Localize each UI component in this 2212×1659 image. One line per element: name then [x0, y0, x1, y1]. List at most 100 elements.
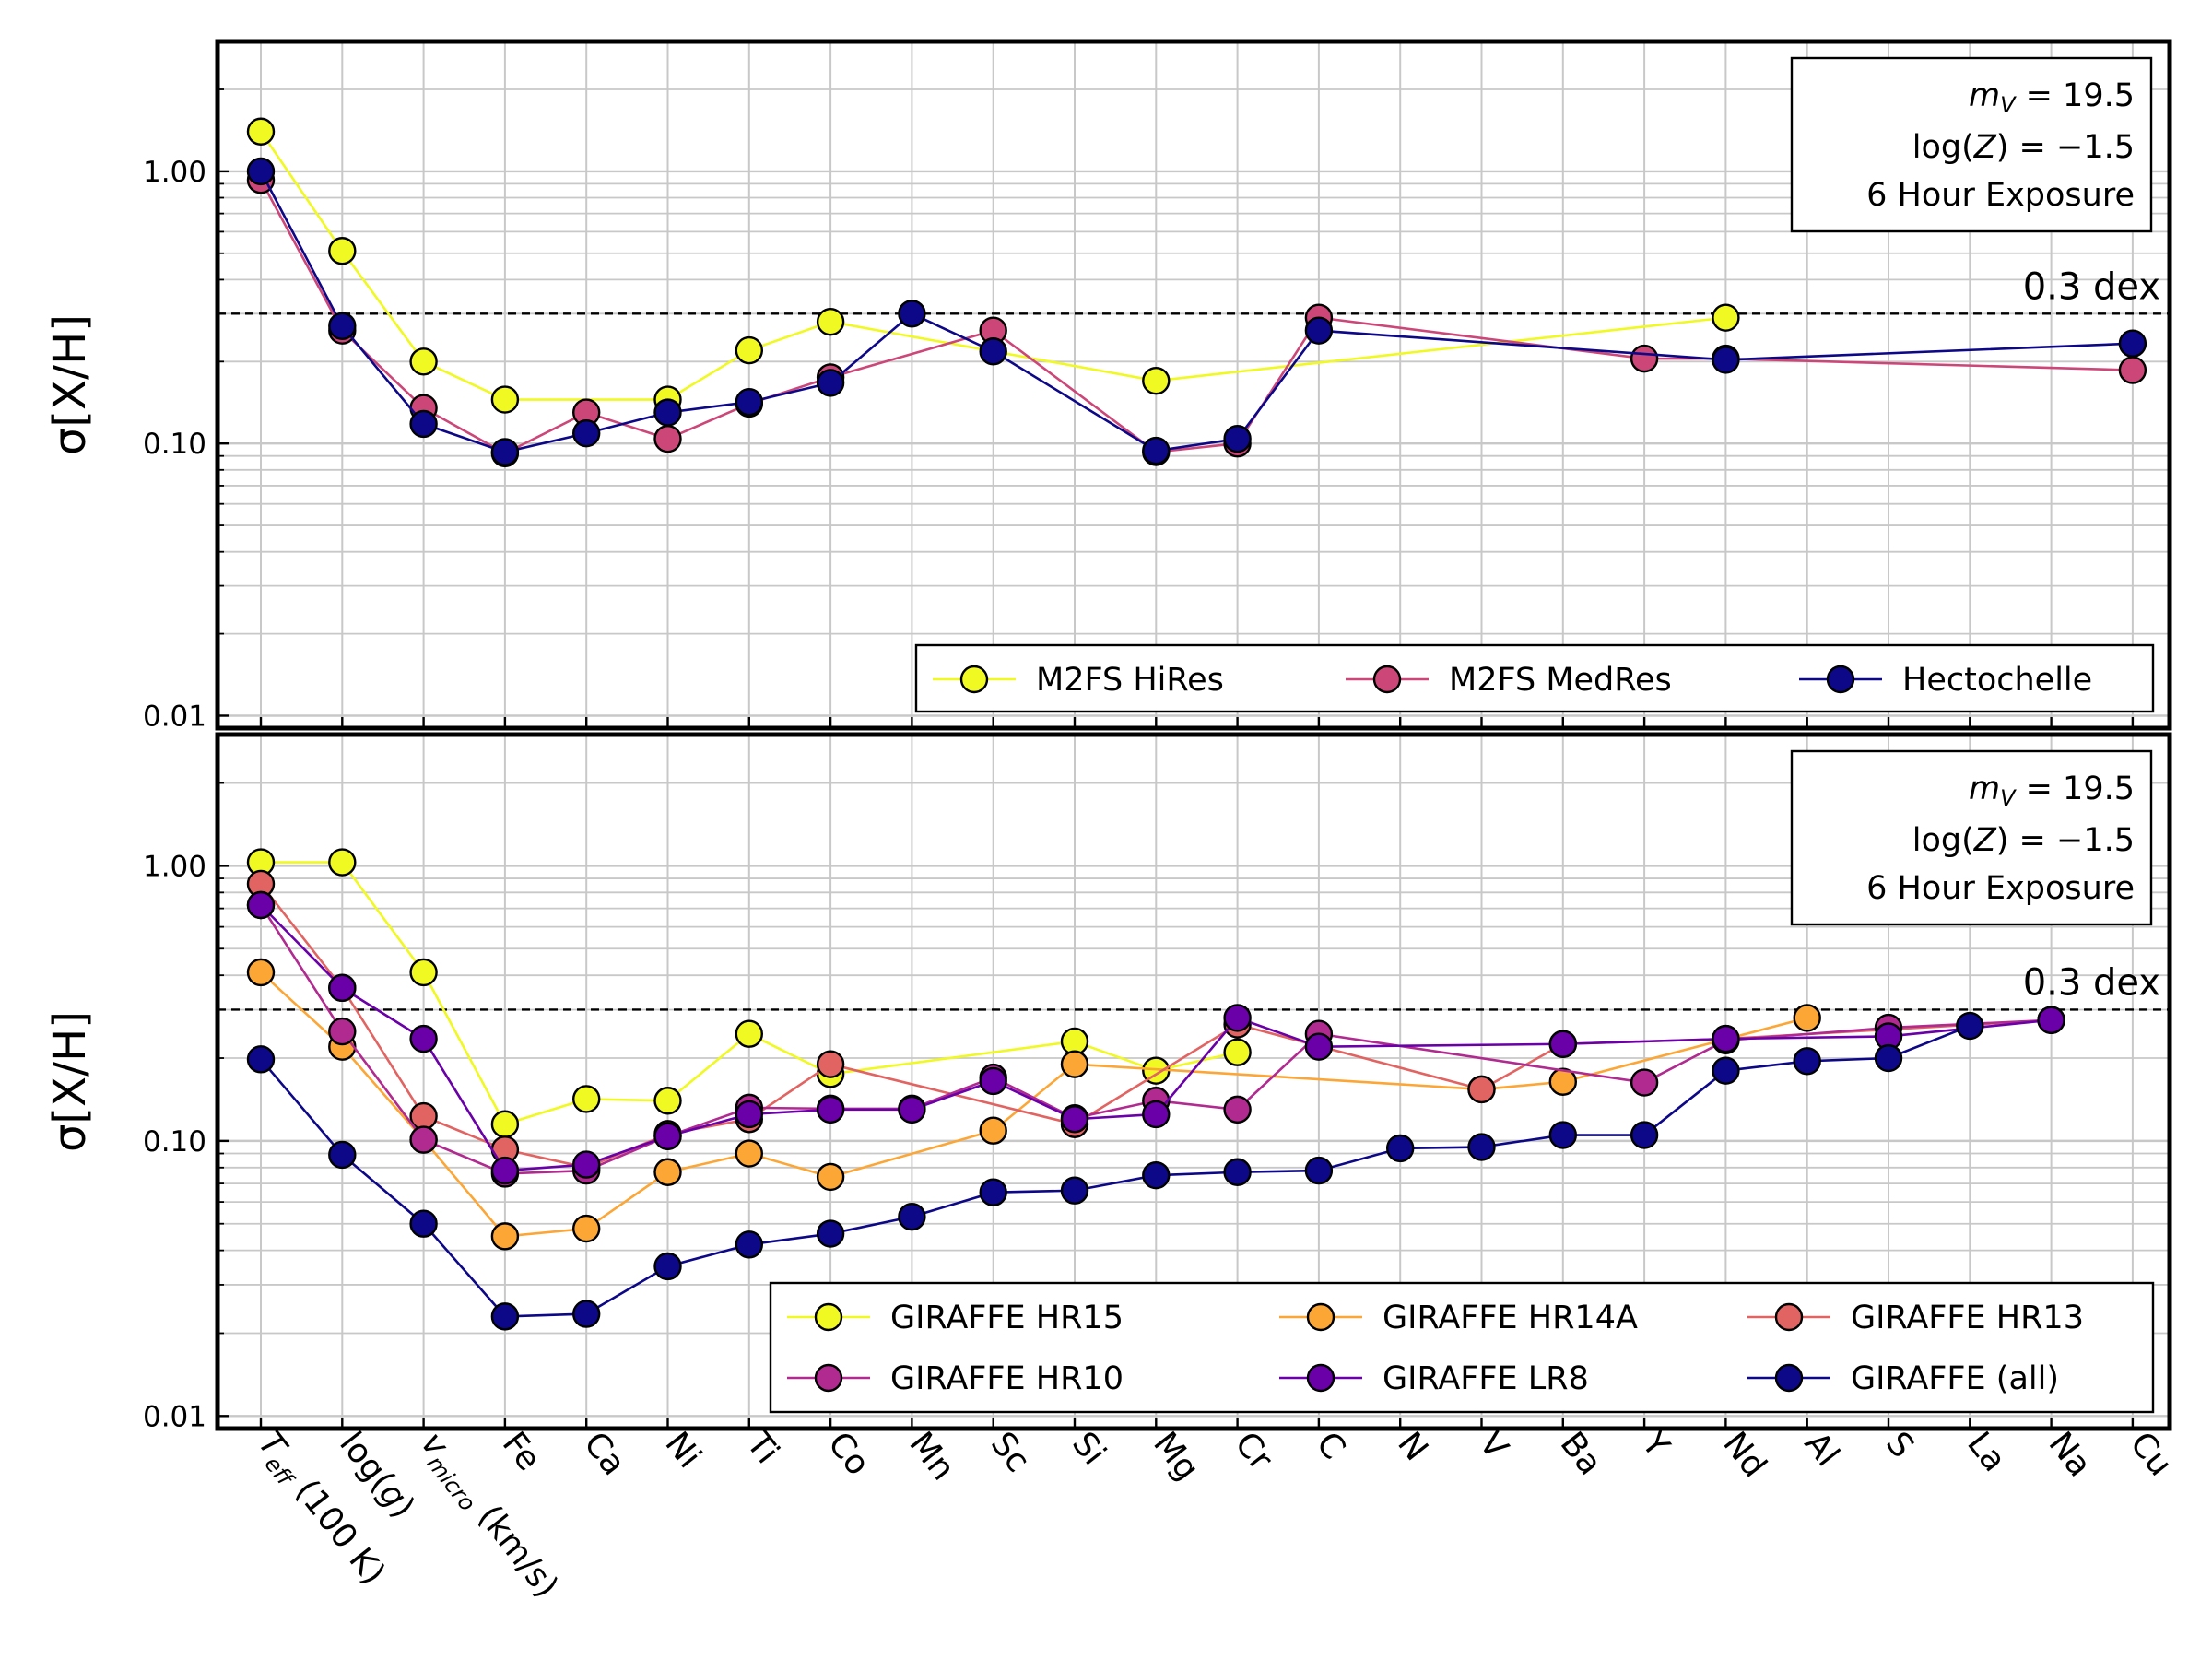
- x-tick-label: S: [1878, 1425, 1921, 1465]
- y-axis-label: σ[X/H]: [44, 314, 96, 455]
- data-point: [409, 1024, 438, 1053]
- legend-label: Hectochelle: [1902, 662, 2092, 699]
- data-point: [409, 1101, 438, 1131]
- data-point: [816, 1162, 845, 1192]
- data-point: [409, 347, 438, 376]
- x-axis-labels: Teff (100 K)log(g)vmicro (km/s)Fe Ca Ni Ti C…: [251, 1425, 2180, 1606]
- info-magnitude: mV = 19.5: [1969, 77, 2135, 118]
- x-tick-label: Mn: [901, 1425, 961, 1488]
- data-point: [816, 1219, 845, 1248]
- x-tick-label: Na: [2041, 1425, 2099, 1484]
- legend-label: GIRAFFE HR10: [890, 1360, 1124, 1397]
- data-point: [1060, 1105, 1089, 1134]
- legend-item: GIRAFFE HR10: [787, 1360, 1124, 1397]
- data-point: [246, 157, 276, 186]
- data-point: [490, 1110, 520, 1138]
- data-point: [816, 1050, 845, 1078]
- legend-swatch-marker: [1306, 1302, 1335, 1332]
- legend-swatch-marker: [814, 1302, 843, 1332]
- x-tick-label: N: [1390, 1425, 1435, 1467]
- legend-item: M2FS HiRes: [933, 662, 1224, 699]
- data-point: [246, 117, 276, 146]
- data-point: [898, 1202, 926, 1231]
- data-point: [653, 1252, 682, 1281]
- data-point: [1060, 1050, 1089, 1078]
- lower-panel: 0.01 0.10 1.00 σ[X/H] 0.3 dex mV = 19.5 log(Z)…: [44, 732, 2172, 1433]
- data-point: [735, 335, 763, 365]
- info-magnitude: mV = 19.5: [1969, 771, 2135, 811]
- data-point: [1712, 303, 1740, 332]
- data-point: [328, 848, 357, 877]
- data-point: [246, 958, 276, 987]
- data-point: [490, 1222, 520, 1251]
- data-point: [1142, 436, 1171, 465]
- legend-label: M2FS HiRes: [1036, 662, 1224, 699]
- data-point: [1630, 1121, 1659, 1149]
- legend-item: GIRAFFE (all): [1747, 1360, 2059, 1397]
- data-point: [572, 1085, 601, 1113]
- legend-label: GIRAFFE LR8: [1382, 1360, 1589, 1397]
- series-giraffe-lr8: [246, 890, 2065, 1185]
- legend-label: GIRAFFE (all): [1851, 1360, 2059, 1397]
- data-point: [1385, 1134, 1415, 1163]
- x-tick-label: Cr: [1228, 1425, 1280, 1477]
- legend: M2FS HiRes M2FS MedRes Hectochelle: [914, 643, 2155, 713]
- data-point: [735, 1019, 763, 1048]
- data-point: [328, 973, 357, 1003]
- data-point: [1060, 1176, 1089, 1205]
- legend-label: GIRAFFE HR15: [890, 1300, 1124, 1336]
- data-point: [2118, 329, 2147, 358]
- legend-item: GIRAFFE HR15: [787, 1300, 1124, 1336]
- legend-item: Hectochelle: [1799, 662, 2092, 699]
- data-point: [816, 307, 845, 336]
- series-line: [260, 904, 2052, 1172]
- legend-label: M2FS MedRes: [1449, 662, 1672, 699]
- x-tick-label: Nd: [1715, 1425, 1773, 1484]
- data-point: [1548, 1030, 1578, 1058]
- x-tick-label: Cu: [2123, 1425, 2180, 1483]
- data-point: [735, 1230, 763, 1259]
- x-tick-label: Fe: [495, 1425, 547, 1477]
- data-point: [490, 385, 520, 414]
- x-tick-label: La: [1959, 1425, 2013, 1478]
- data-point: [1223, 1038, 1252, 1066]
- data-point: [572, 1214, 601, 1243]
- data-point: [979, 1066, 1007, 1096]
- series-giraffe-all-: [246, 1011, 1984, 1331]
- data-point: [1304, 1032, 1334, 1061]
- legend-swatch-marker: [1826, 665, 1855, 694]
- data-point: [490, 438, 520, 466]
- legend-box: [914, 643, 2155, 713]
- x-tick-label: C: [1309, 1425, 1353, 1466]
- y-tick-label: 1.00: [143, 850, 206, 883]
- y-tick-label: 0.10: [143, 1125, 206, 1159]
- legend-swatch-marker: [1774, 1302, 1804, 1332]
- data-point: [409, 958, 438, 987]
- data-point: [246, 1045, 276, 1074]
- x-tick-label: Mg: [1146, 1425, 1206, 1488]
- data-point: [328, 1017, 357, 1046]
- data-point: [1142, 366, 1171, 395]
- plot-frame: [215, 732, 2172, 1431]
- legend-swatch-marker: [814, 1363, 843, 1393]
- data-point: [409, 1125, 438, 1154]
- series-line: [259, 883, 2052, 1170]
- data-point: [1223, 1095, 1252, 1124]
- info-box: [1790, 56, 2153, 233]
- data-point: [328, 312, 357, 341]
- data-point: [1223, 1158, 1252, 1186]
- legend-item: GIRAFFE HR13: [1747, 1300, 2084, 1336]
- legend-item: GIRAFFE LR8: [1279, 1360, 1589, 1397]
- data-point: [572, 1150, 601, 1179]
- legend-box: [769, 1281, 2155, 1414]
- y-tick-label: 0.01: [143, 700, 206, 733]
- data-point: [1712, 1056, 1740, 1085]
- series-line: [260, 1024, 1971, 1318]
- legend-swatch-marker: [959, 665, 989, 694]
- y-tick-label: 0.10: [143, 428, 206, 461]
- series-giraffe-hr14a: [246, 958, 1821, 1251]
- data-point: [1548, 1067, 1578, 1096]
- legend-label: GIRAFFE HR14A: [1382, 1300, 1638, 1336]
- data-point: [409, 409, 438, 439]
- y-tick-label: 1.00: [143, 156, 206, 189]
